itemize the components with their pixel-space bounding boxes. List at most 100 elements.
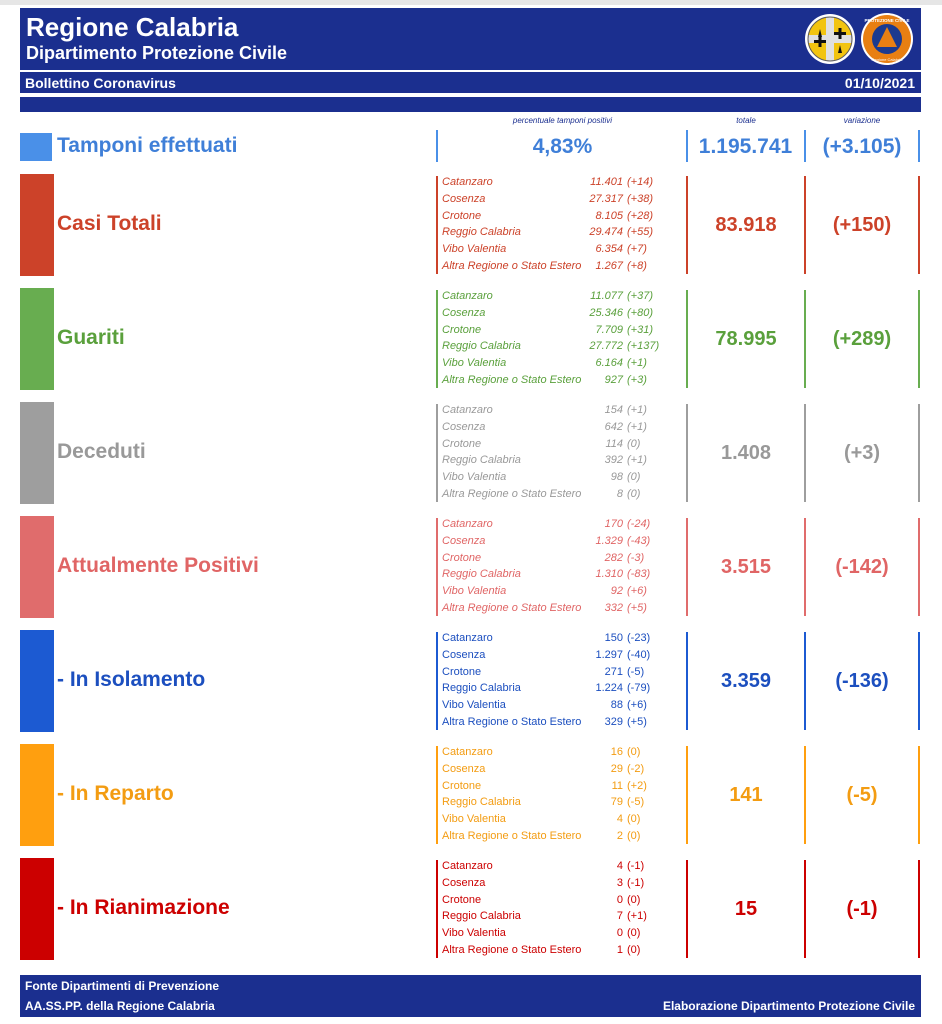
section-divider [918,860,920,958]
section-divider [804,860,806,958]
section-variation: (-142) [835,556,889,578]
section-total: 3.515 [720,556,772,578]
footer: Fonte Dipartimenti di Prevenzione AA.SS.… [20,975,921,1017]
section-label: Attualmente Positivi [57,554,259,577]
section-total: 78.995 [715,328,777,350]
province-delta: (+38) [627,192,653,205]
section-variation: (-1) [846,898,878,920]
province-value: 25.346 [589,306,623,319]
province-delta: (-5) [627,665,645,678]
province-value: 1.297 [595,648,623,661]
province-delta: (+7) [627,243,647,256]
province-value: 2 [616,830,623,842]
province-value: 3 [616,876,623,889]
section-divider [686,176,688,274]
section-in-isolamento: - In Isolamento Catanzaro 150 (-23) Cosenza 1… [0,630,942,732]
tamponi-divider [804,130,806,162]
section-label: Casi Totali [57,212,162,235]
province-name: Vibo Valentia [442,699,506,712]
section-divider [436,518,438,616]
province-name: Crotone [442,209,482,222]
province-value: 7.709 [595,323,623,336]
logos: PROTEZIONE CIVILE Regione Calabria [805,13,913,65]
province-name: Reggio Calabria [442,454,521,467]
col-header-variation: variazione [843,116,881,125]
section-total: 83.918 [715,214,777,236]
section-divider [686,404,688,502]
section-color-block [20,288,54,390]
section-total: 141 [729,784,763,806]
province-value: 16 [610,746,623,758]
logo-text-top: PROTEZIONE CIVILE [864,18,909,23]
section-variation: (+150) [832,214,892,236]
section-divider [804,290,806,388]
province-value: 29.474 [589,226,623,239]
province-name: Cosenza [442,762,486,775]
section-divider [804,746,806,844]
province-delta: (0) [627,471,641,484]
page-subtitle: Dipartimento Protezione Civile [26,43,288,63]
section-variation: (-5) [846,784,878,806]
section-variation: (-136) [835,670,889,692]
tamponi-variation: (+3.105) [822,135,902,158]
province-value: 27.317 [589,192,623,205]
footer-source-line2: AA.SS.PP. della Regione Calabria [25,999,215,1013]
section-color-block [20,858,54,960]
province-delta: (+3) [627,374,647,386]
section-divider [918,176,920,274]
section-divider [804,176,806,274]
section-total: 3.359 [720,670,772,692]
province-name: Altra Regione o Stato Estero [442,488,582,500]
province-value: 88 [610,699,623,712]
province-name: Altra Regione o Stato Estero [442,944,582,956]
province-delta: (+5) [627,602,647,614]
province-name: Altra Regione o Stato Estero [442,374,582,386]
section-divider [918,404,920,502]
section-divider [436,404,438,502]
province-name: Cosenza [442,306,486,319]
province-delta: (+28) [627,209,653,222]
province-delta: (+1) [627,357,647,370]
province-value: 282 [604,551,623,564]
province-value: 170 [604,518,623,530]
protezione-civile-logo-icon: PROTEZIONE CIVILE Regione Calabria [861,13,913,65]
section-divider [436,746,438,844]
province-delta: (+6) [627,585,647,598]
section-label: - In Reparto [57,782,174,805]
province-value: 154 [604,404,623,416]
logo-text-bottom: Regione Calabria [872,57,904,62]
province-value: 11 [611,779,623,792]
province-delta: (0) [627,944,641,956]
top-divider [0,0,942,5]
province-delta: (0) [627,437,641,450]
section-color-block [20,516,54,618]
province-delta: (+1) [627,454,647,467]
province-value: 329 [604,716,623,728]
section-variation: (+289) [832,328,892,350]
province-delta: (+6) [627,699,647,712]
province-delta: (0) [627,813,641,826]
province-value: 11.401 [590,176,623,188]
province-name: Reggio Calabria [442,340,521,353]
province-name: Vibo Valentia [442,243,507,256]
province-name: Altra Regione o Stato Estero [442,716,582,728]
province-name: Catanzaro [442,860,493,872]
province-name: Crotone [442,665,482,678]
province-name: Altra Regione o Stato Estero [442,602,582,614]
province-delta: (+2) [627,779,647,792]
province-name: Crotone [442,437,482,450]
col-header-perc: percentuale tamponi positivi [512,116,613,125]
province-name: Crotone [442,551,482,564]
province-value: 11.077 [590,290,623,302]
page-title: Regione Calabria [26,12,239,42]
section-guariti: Guariti Catanzaro 11.077 (+37) Cosenza 25.346… [0,288,942,390]
tamponi-color-block [20,133,52,161]
province-name: Cosenza [442,648,486,661]
province-name: Vibo Valentia [442,471,507,484]
tamponi-percentage: 4,83% [532,135,593,158]
section-attualmente-positivi: Attualmente Positivi Catanzaro 170 (-24) Cos… [0,516,942,618]
province-name: Catanzaro [442,746,493,758]
tamponi-row: Tamponi effettuati 4,83% 1.195.741 (+3.1… [0,128,942,164]
section-in-rianimazione: - In Rianimazione Catanzaro 4 (-1) Cosenza 3 (… [0,858,942,960]
province-delta: (+1) [627,404,647,416]
